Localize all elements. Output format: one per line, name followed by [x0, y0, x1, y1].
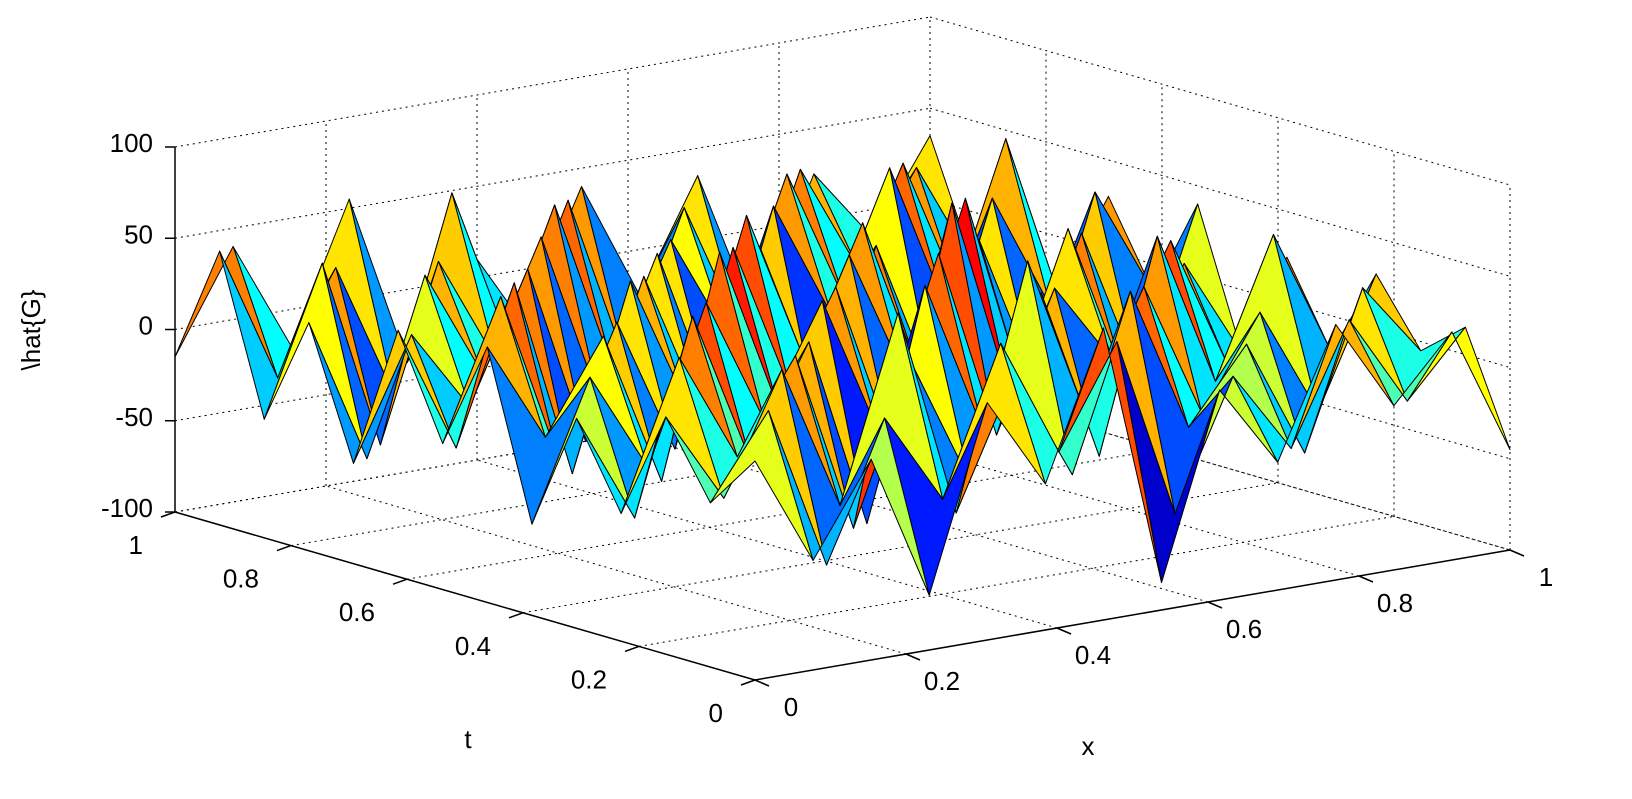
z-tick-label: 100: [110, 128, 153, 158]
grid-line: [290, 415, 1047, 547]
grid-line: [174, 199, 931, 330]
x-tick-label: 0.4: [1075, 640, 1111, 670]
z-tick-label: -50: [115, 402, 153, 432]
t-axis-line: [174, 511, 756, 681]
surface-patch: [1406, 326, 1511, 451]
grid-line: [406, 448, 1163, 580]
grid-line: [522, 482, 1279, 614]
grid-line: [778, 407, 1360, 577]
grid-line: [174, 16, 931, 148]
grid-line: [325, 485, 907, 655]
z-axis-label: \hat{G}: [16, 289, 46, 370]
x-tick: [1056, 627, 1072, 635]
x-tick-label: 0.6: [1226, 614, 1262, 644]
t-tick-label: 0.8: [223, 564, 259, 594]
axes: -100 -50 0 50 100 0 0 0.2 0.2 0.4 0.4 0.6 0.6 0.8 0.8 1…: [101, 128, 1553, 728]
grid-line: [929, 381, 1511, 551]
x-tick-label: 0: [784, 692, 798, 722]
grid-line: [174, 290, 931, 422]
t-tick: [160, 511, 176, 518]
z-tick-label: -100: [101, 493, 153, 523]
t-tick-label: 0: [709, 698, 723, 728]
grid-line: [638, 515, 1395, 647]
t-tick: [276, 544, 292, 552]
x-tick: [1207, 601, 1223, 609]
x-tick: [1509, 549, 1525, 557]
x-tick: [905, 653, 921, 661]
x-tick: [754, 679, 770, 687]
grid-line: [929, 107, 1511, 277]
surface: [174, 135, 1511, 596]
x-axis-label: x: [1082, 731, 1095, 761]
t-tick: [740, 679, 756, 686]
x-tick-label: 0.2: [924, 666, 960, 696]
t-tick: [624, 645, 640, 653]
t-tick-label: 1: [129, 530, 143, 560]
grid-line: [174, 107, 931, 239]
t-tick-label: 0.6: [339, 597, 375, 627]
x-tick-label: 0.8: [1377, 588, 1413, 618]
t-tick: [508, 612, 524, 619]
t-tick-label: 0.4: [455, 631, 491, 661]
t-tick-label: 0.2: [571, 664, 607, 694]
x-tick-label: 1: [1539, 562, 1553, 592]
t-axis-label: t: [464, 724, 472, 754]
grid-line: [174, 381, 931, 513]
z-tick-label: 50: [124, 219, 153, 249]
grid-line: [476, 459, 1058, 629]
grid-line: [929, 16, 1511, 186]
surface-patch: [709, 410, 814, 561]
z-tick-label: 0: [139, 311, 153, 341]
x-axis-line: [754, 549, 1511, 681]
x-tick: [1358, 575, 1374, 583]
t-tick: [392, 578, 408, 585]
